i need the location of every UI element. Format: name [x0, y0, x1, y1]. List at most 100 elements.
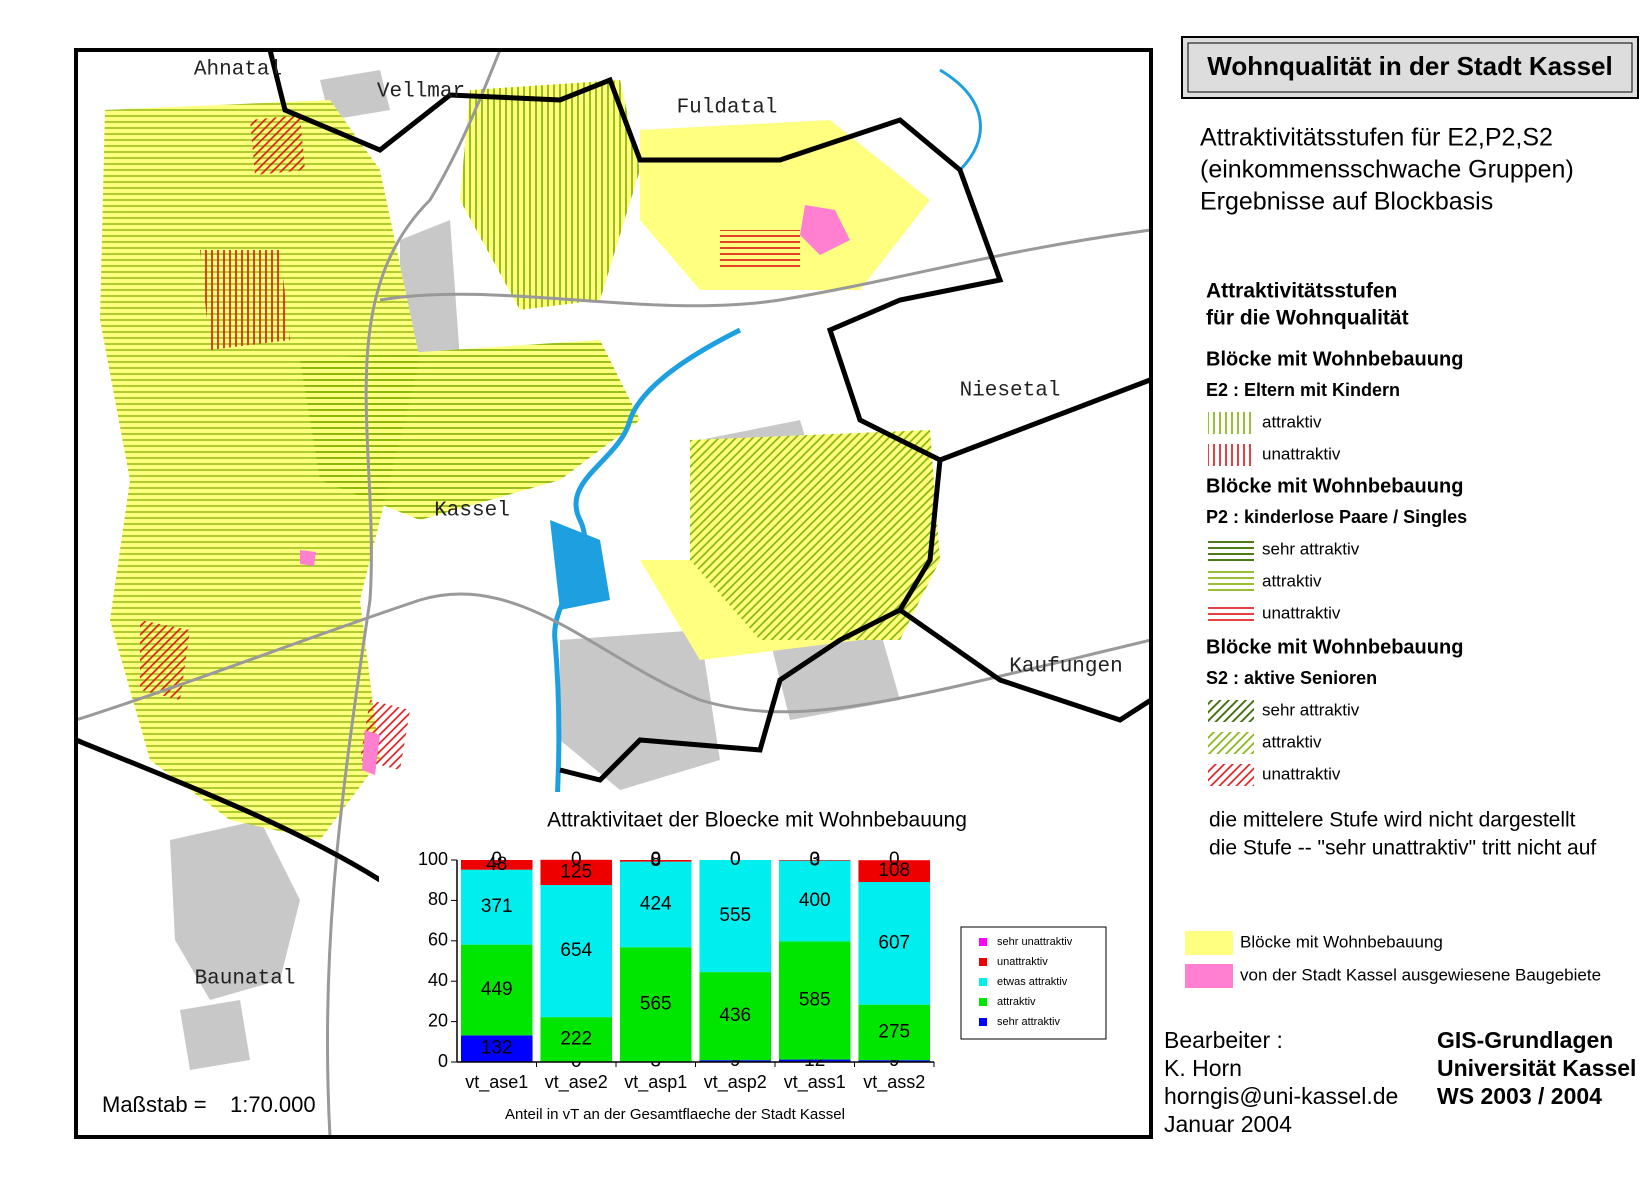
chart-legend-label: attraktiv [997, 996, 1036, 1008]
place-label: Ahnatal [194, 59, 282, 82]
legend-swatch [1208, 412, 1254, 434]
legend-heading: Attraktivitätsstufen [1206, 280, 1397, 303]
data-label: 654 [560, 940, 592, 961]
bar-segment [460, 869, 533, 945]
data-label: 108 [878, 860, 910, 881]
data-label: 0 [650, 849, 661, 870]
legend-note: die mittelere Stufe wird nicht dargestel… [1209, 809, 1576, 832]
bar-segment [778, 1059, 851, 1062]
data-label: 0 [571, 849, 582, 870]
legend-swatch [1208, 444, 1254, 466]
data-label: 607 [878, 932, 910, 953]
title: Wohnqualität in der Stadt Kassel [1207, 51, 1612, 81]
legend-group-heading: Blöcke mit Wohnbebauung [1206, 348, 1463, 370]
chart-legend-label: unattraktiv [997, 956, 1048, 968]
roads [76, 50, 1151, 1137]
data-label: 436 [719, 1005, 751, 1026]
y-tick-label: 40 [428, 970, 448, 990]
lake [550, 520, 610, 610]
chart-legend-label: sehr attraktiv [997, 1016, 1060, 1028]
data-label: 555 [719, 905, 751, 926]
y-tick-label: 20 [428, 1010, 448, 1030]
x-tick-label: vt_ass2 [863, 1072, 925, 1093]
map-frame [74, 48, 1153, 1139]
legend-item: sehr attraktiv [1262, 539, 1360, 558]
data-label: 0 [730, 849, 741, 870]
title-box-inner [1187, 42, 1633, 93]
bar-segment [699, 972, 772, 1061]
legend-group-heading: Blöcke mit Wohnbebauung [1206, 636, 1463, 658]
bar-segment [540, 859, 613, 886]
place-label: Kaufungen [1009, 656, 1122, 679]
legend-swatch [1208, 732, 1254, 754]
legend-item: von der Stadt Kassel ausgewiesene Baugeb… [1240, 965, 1601, 984]
bar-segment [858, 860, 931, 883]
chart-legend-label: etwas attraktiv [997, 976, 1068, 988]
scale-value: 1:70.000 [230, 1092, 316, 1117]
y-tick-label: 80 [428, 889, 448, 909]
legend-item: sehr attraktiv [1262, 700, 1360, 719]
legend-item: unattraktiv [1262, 764, 1341, 783]
subtitle: Attraktivitätsstufen für E2,P2,S2 [1200, 124, 1553, 152]
chart-legend-swatch [979, 998, 987, 1006]
data-label: 3 [809, 849, 820, 870]
bar-segment [460, 944, 533, 1036]
credit-course: Universität Kassel [1437, 1055, 1636, 1081]
bar-segment [540, 1017, 613, 1062]
place-label: Fuldatal [677, 97, 778, 120]
x-tick-label: vt_ass1 [784, 1072, 846, 1093]
credit-author: horngis@uni-kassel.de [1164, 1083, 1398, 1109]
chart-legend-swatch [979, 978, 987, 986]
bar-segment [540, 885, 613, 1018]
x-tick-label: vt_ase1 [465, 1072, 528, 1093]
data-label: 0 [491, 849, 502, 870]
chart-legend-swatch [979, 1018, 987, 1026]
legend-group-heading: Blöcke mit Wohnbebauung [1206, 475, 1463, 497]
data-label: 371 [481, 896, 513, 917]
bar-segment [778, 860, 851, 942]
legend-swatch [1185, 964, 1233, 988]
bar-segment [619, 947, 692, 1062]
bar-segment [699, 1060, 772, 1062]
chart-title: Attraktivitaet der Bloecke mit Wohnbebau… [547, 809, 967, 832]
chart: Attraktivitaet der Bloecke mit Wohnbebau… [418, 809, 1107, 1123]
municipal-boundary [76, 50, 1151, 883]
scale-label: Maßstab = [102, 1092, 207, 1117]
data-label: 400 [799, 890, 831, 911]
credit-author: Januar 2004 [1164, 1111, 1292, 1137]
legend-item: unattraktiv [1262, 603, 1341, 622]
data-label: 8 [650, 850, 661, 871]
x-tick-label: vt_asp1 [624, 1072, 687, 1093]
chart-legend-label: sehr unattraktiv [997, 936, 1073, 948]
legend-swatch [1185, 931, 1233, 955]
bar-segment [858, 882, 931, 1005]
legend-item: attraktiv [1262, 412, 1322, 431]
credit-author: K. Horn [1164, 1055, 1242, 1081]
data-label: 48 [486, 854, 507, 875]
legend-note: die Stufe -- "sehr unattraktiv" tritt ni… [1209, 837, 1596, 860]
chart-legend-swatch [979, 938, 987, 946]
legend-item: unattraktiv [1262, 444, 1341, 463]
legend-group-subheading: E2 : Eltern mit Kindern [1206, 380, 1400, 400]
legend-group-subheading: P2 : kinderlose Paare / Singles [1206, 507, 1467, 527]
x-tick-label: vt_asp2 [704, 1072, 767, 1093]
data-label: 132 [481, 1038, 513, 1059]
bar-segment [619, 861, 692, 948]
y-tick-label: 100 [418, 849, 448, 869]
data-label: 449 [481, 979, 513, 1000]
river [552, 327, 742, 821]
credit-author: Bearbeiter : [1164, 1027, 1283, 1053]
y-tick-label: 60 [428, 930, 448, 950]
legend-swatch [1208, 539, 1254, 561]
data-label: 9 [730, 1050, 741, 1071]
y-tick-label: 0 [438, 1051, 448, 1071]
subtitle: Ergebnisse auf Blockbasis [1200, 188, 1493, 216]
legend-swatch [1208, 764, 1254, 786]
planned-areas [300, 205, 850, 775]
data-label: 125 [560, 861, 592, 882]
data-label: 275 [878, 1021, 910, 1042]
bar-segment [778, 860, 851, 861]
legend-item: Blöcke mit Wohnbebauung [1240, 932, 1443, 951]
